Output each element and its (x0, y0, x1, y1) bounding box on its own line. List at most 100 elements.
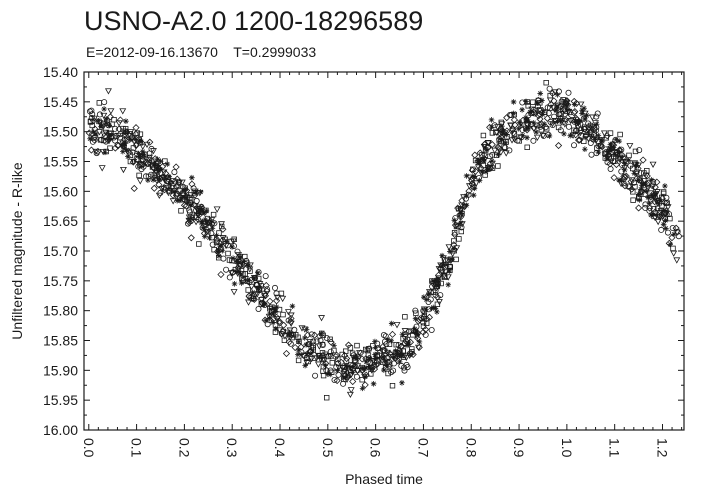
data-point-star (272, 308, 279, 315)
data-point-square (423, 320, 430, 326)
data-point-diamond (87, 146, 95, 154)
data-point-triangle-down (250, 274, 258, 282)
data-point-star (189, 174, 195, 181)
data-point-star (166, 173, 172, 180)
data-point-diamond (286, 333, 294, 341)
data-point-triangle-down (284, 309, 292, 316)
data-point-triangle-down (218, 221, 225, 228)
data-point-circle (390, 360, 397, 367)
data-point-diamond (327, 338, 335, 346)
data-point-diamond (169, 191, 177, 199)
data-point-circle (561, 116, 568, 123)
data-point-square (150, 158, 157, 164)
data-point-diamond (468, 180, 476, 188)
data-point-diamond (161, 186, 169, 194)
data-point-circle (462, 195, 469, 202)
data-point-square (630, 197, 636, 203)
data-point-diamond (121, 135, 129, 144)
data-point-triangle-down (252, 291, 260, 299)
data-point-star (567, 132, 574, 139)
data-point-triangle-down (600, 130, 608, 137)
data-point-circle (255, 305, 262, 312)
data-point-diamond (563, 97, 571, 105)
data-point-square (351, 357, 358, 363)
data-point-diamond (217, 270, 225, 279)
data-point-circle (88, 107, 95, 114)
data-point-star (198, 220, 205, 226)
data-point-square (389, 382, 396, 389)
data-point-square (447, 256, 454, 262)
data-point-square (385, 370, 391, 377)
data-point-triangle-down (508, 137, 516, 144)
data-point-circle (559, 119, 566, 126)
y-tick-label: 15.80 (43, 303, 78, 319)
data-point-star (591, 136, 598, 143)
data-point-star (554, 91, 561, 98)
data-point-square (127, 158, 134, 165)
data-point-star (135, 150, 142, 157)
data-point-star (102, 149, 108, 156)
data-point-star (197, 189, 204, 195)
data-point-star (398, 352, 405, 359)
data-point-square (456, 236, 462, 242)
data-point-diamond (610, 174, 618, 182)
data-point-square (642, 191, 648, 197)
data-point-square (386, 341, 393, 347)
data-point-diamond (132, 124, 140, 132)
x-tick-label: 1.1 (607, 438, 623, 458)
data-point-diamond (213, 248, 222, 256)
data-point-square (493, 152, 500, 158)
data-point-square (276, 306, 283, 313)
data-point-triangle-down (158, 186, 166, 193)
data-point-star (334, 367, 341, 374)
data-point-square (421, 313, 427, 320)
data-point-diamond (434, 271, 443, 279)
data-point-diamond (497, 133, 505, 141)
data-point-star (136, 153, 143, 160)
data-point-star (475, 157, 482, 164)
data-point-star (185, 199, 191, 206)
y-tick-label: 15.75 (43, 273, 78, 289)
data-point-circle (580, 125, 587, 132)
data-point-star (540, 108, 547, 114)
data-point-square (408, 328, 414, 334)
data-point-circle (530, 137, 537, 144)
data-point-square (120, 125, 126, 132)
data-point-square (145, 173, 152, 180)
data-point-square (451, 229, 458, 236)
x-tick-label: 0.1 (129, 438, 145, 458)
data-point-star (384, 336, 391, 343)
data-point-square (354, 342, 360, 349)
data-point-circle (640, 182, 647, 189)
axes-layer: 15.40 15.45 15.50 15.55 15.60 15.65 15.70 15.75… (43, 64, 684, 458)
data-point-star (530, 119, 537, 126)
data-point-square (187, 194, 193, 201)
data-point-square (328, 369, 335, 375)
data-point-star (231, 281, 238, 287)
data-point-star (502, 139, 509, 146)
data-point-star (380, 354, 386, 360)
data-point-square (617, 131, 623, 138)
data-point-circle (403, 361, 410, 368)
data-point-square (538, 127, 545, 133)
data-point-triangle-down (228, 270, 236, 277)
data-point-triangle-down (472, 180, 480, 187)
data-point-circle (123, 129, 130, 136)
data-point-diamond (262, 281, 270, 290)
data-point-diamond (503, 114, 511, 122)
data-point-star (399, 379, 405, 386)
y-tick-label: 15.65 (43, 213, 78, 229)
data-point-diamond (341, 352, 349, 360)
x-tick-label: 1.0 (559, 438, 575, 458)
data-point-triangle-down (636, 176, 644, 183)
data-point-circle (491, 122, 498, 129)
data-point-diamond (510, 116, 518, 124)
data-point-circle (320, 352, 327, 359)
data-point-star (495, 151, 501, 158)
data-point-triangle-down (507, 122, 515, 129)
data-point-diamond (146, 138, 154, 146)
data-point-triangle-down (549, 104, 557, 111)
data-point-square (516, 138, 522, 144)
data-point-star (126, 136, 133, 143)
data-point-square (97, 137, 104, 143)
